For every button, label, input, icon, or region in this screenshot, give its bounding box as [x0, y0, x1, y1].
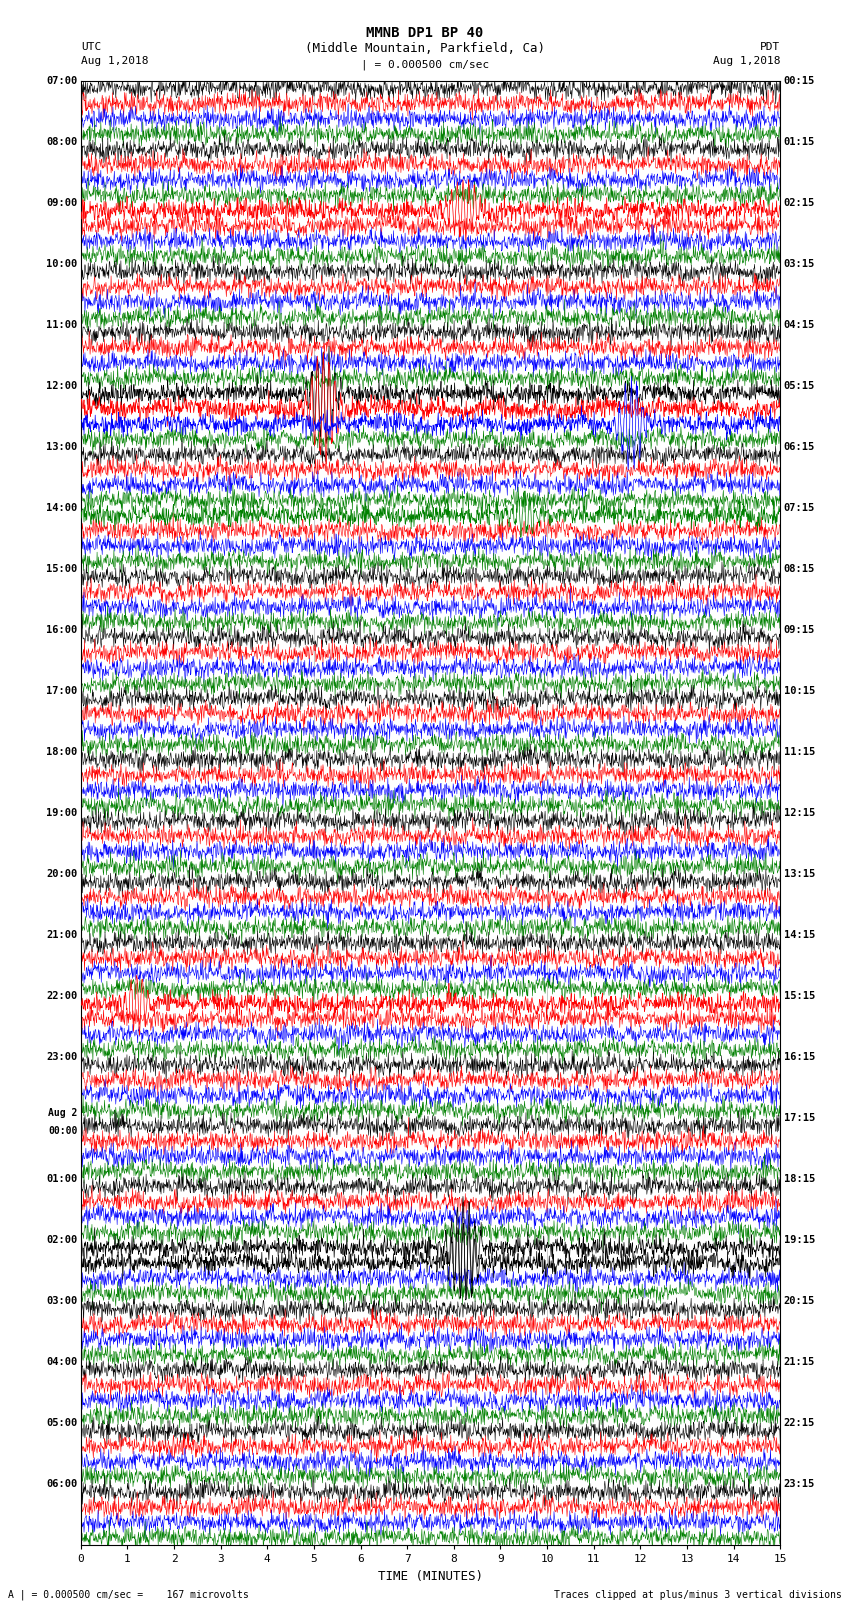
- Text: (Middle Mountain, Parkfield, Ca): (Middle Mountain, Parkfield, Ca): [305, 42, 545, 55]
- Text: 13:15: 13:15: [784, 869, 815, 879]
- Text: 23:00: 23:00: [46, 1052, 77, 1061]
- Text: 05:00: 05:00: [46, 1418, 77, 1428]
- Text: 20:15: 20:15: [784, 1297, 815, 1307]
- Text: | = 0.000500 cm/sec: | = 0.000500 cm/sec: [361, 60, 489, 71]
- Text: 12:00: 12:00: [46, 381, 77, 390]
- Text: 10:00: 10:00: [46, 258, 77, 269]
- Text: 23:15: 23:15: [784, 1479, 815, 1489]
- Text: 15:15: 15:15: [784, 990, 815, 1002]
- Text: 19:15: 19:15: [784, 1236, 815, 1245]
- Text: 15:00: 15:00: [46, 565, 77, 574]
- Text: 08:15: 08:15: [784, 565, 815, 574]
- Text: 06:00: 06:00: [46, 1479, 77, 1489]
- Text: 01:00: 01:00: [46, 1174, 77, 1184]
- Text: 00:00: 00:00: [48, 1126, 77, 1136]
- Text: 21:15: 21:15: [784, 1357, 815, 1368]
- Text: 16:00: 16:00: [46, 624, 77, 636]
- Text: 02:00: 02:00: [46, 1236, 77, 1245]
- Text: 18:00: 18:00: [46, 747, 77, 756]
- Text: MMNB DP1 BP 40: MMNB DP1 BP 40: [366, 26, 484, 40]
- Text: 07:15: 07:15: [784, 503, 815, 513]
- Text: 11:00: 11:00: [46, 319, 77, 329]
- Text: 08:00: 08:00: [46, 137, 77, 147]
- Text: 03:00: 03:00: [46, 1297, 77, 1307]
- Text: Aug 1,2018: Aug 1,2018: [713, 56, 780, 66]
- Text: Aug 2: Aug 2: [48, 1108, 77, 1118]
- Text: 19:00: 19:00: [46, 808, 77, 818]
- Text: 09:00: 09:00: [46, 198, 77, 208]
- Text: A | = 0.000500 cm/sec =    167 microvolts: A | = 0.000500 cm/sec = 167 microvolts: [8, 1589, 249, 1600]
- Text: 22:15: 22:15: [784, 1418, 815, 1428]
- Text: 12:15: 12:15: [784, 808, 815, 818]
- Text: UTC: UTC: [81, 42, 101, 52]
- Text: 14:15: 14:15: [784, 931, 815, 940]
- Text: 01:15: 01:15: [784, 137, 815, 147]
- Text: 14:00: 14:00: [46, 503, 77, 513]
- Text: Aug 1,2018: Aug 1,2018: [81, 56, 148, 66]
- Text: 11:15: 11:15: [784, 747, 815, 756]
- Text: 16:15: 16:15: [784, 1052, 815, 1061]
- Text: 18:15: 18:15: [784, 1174, 815, 1184]
- Text: 17:00: 17:00: [46, 686, 77, 695]
- Text: 10:15: 10:15: [784, 686, 815, 695]
- Text: 07:00: 07:00: [46, 76, 77, 85]
- Text: 02:15: 02:15: [784, 198, 815, 208]
- Text: Traces clipped at plus/minus 3 vertical divisions: Traces clipped at plus/minus 3 vertical …: [553, 1590, 842, 1600]
- Text: 20:00: 20:00: [46, 869, 77, 879]
- Text: PDT: PDT: [760, 42, 780, 52]
- X-axis label: TIME (MINUTES): TIME (MINUTES): [378, 1569, 483, 1582]
- Text: 00:15: 00:15: [784, 76, 815, 85]
- Text: 17:15: 17:15: [784, 1113, 815, 1123]
- Text: 06:15: 06:15: [784, 442, 815, 452]
- Text: 22:00: 22:00: [46, 990, 77, 1002]
- Text: 04:15: 04:15: [784, 319, 815, 329]
- Text: 05:15: 05:15: [784, 381, 815, 390]
- Text: 13:00: 13:00: [46, 442, 77, 452]
- Text: 09:15: 09:15: [784, 624, 815, 636]
- Text: 04:00: 04:00: [46, 1357, 77, 1368]
- Text: 03:15: 03:15: [784, 258, 815, 269]
- Text: 21:00: 21:00: [46, 931, 77, 940]
